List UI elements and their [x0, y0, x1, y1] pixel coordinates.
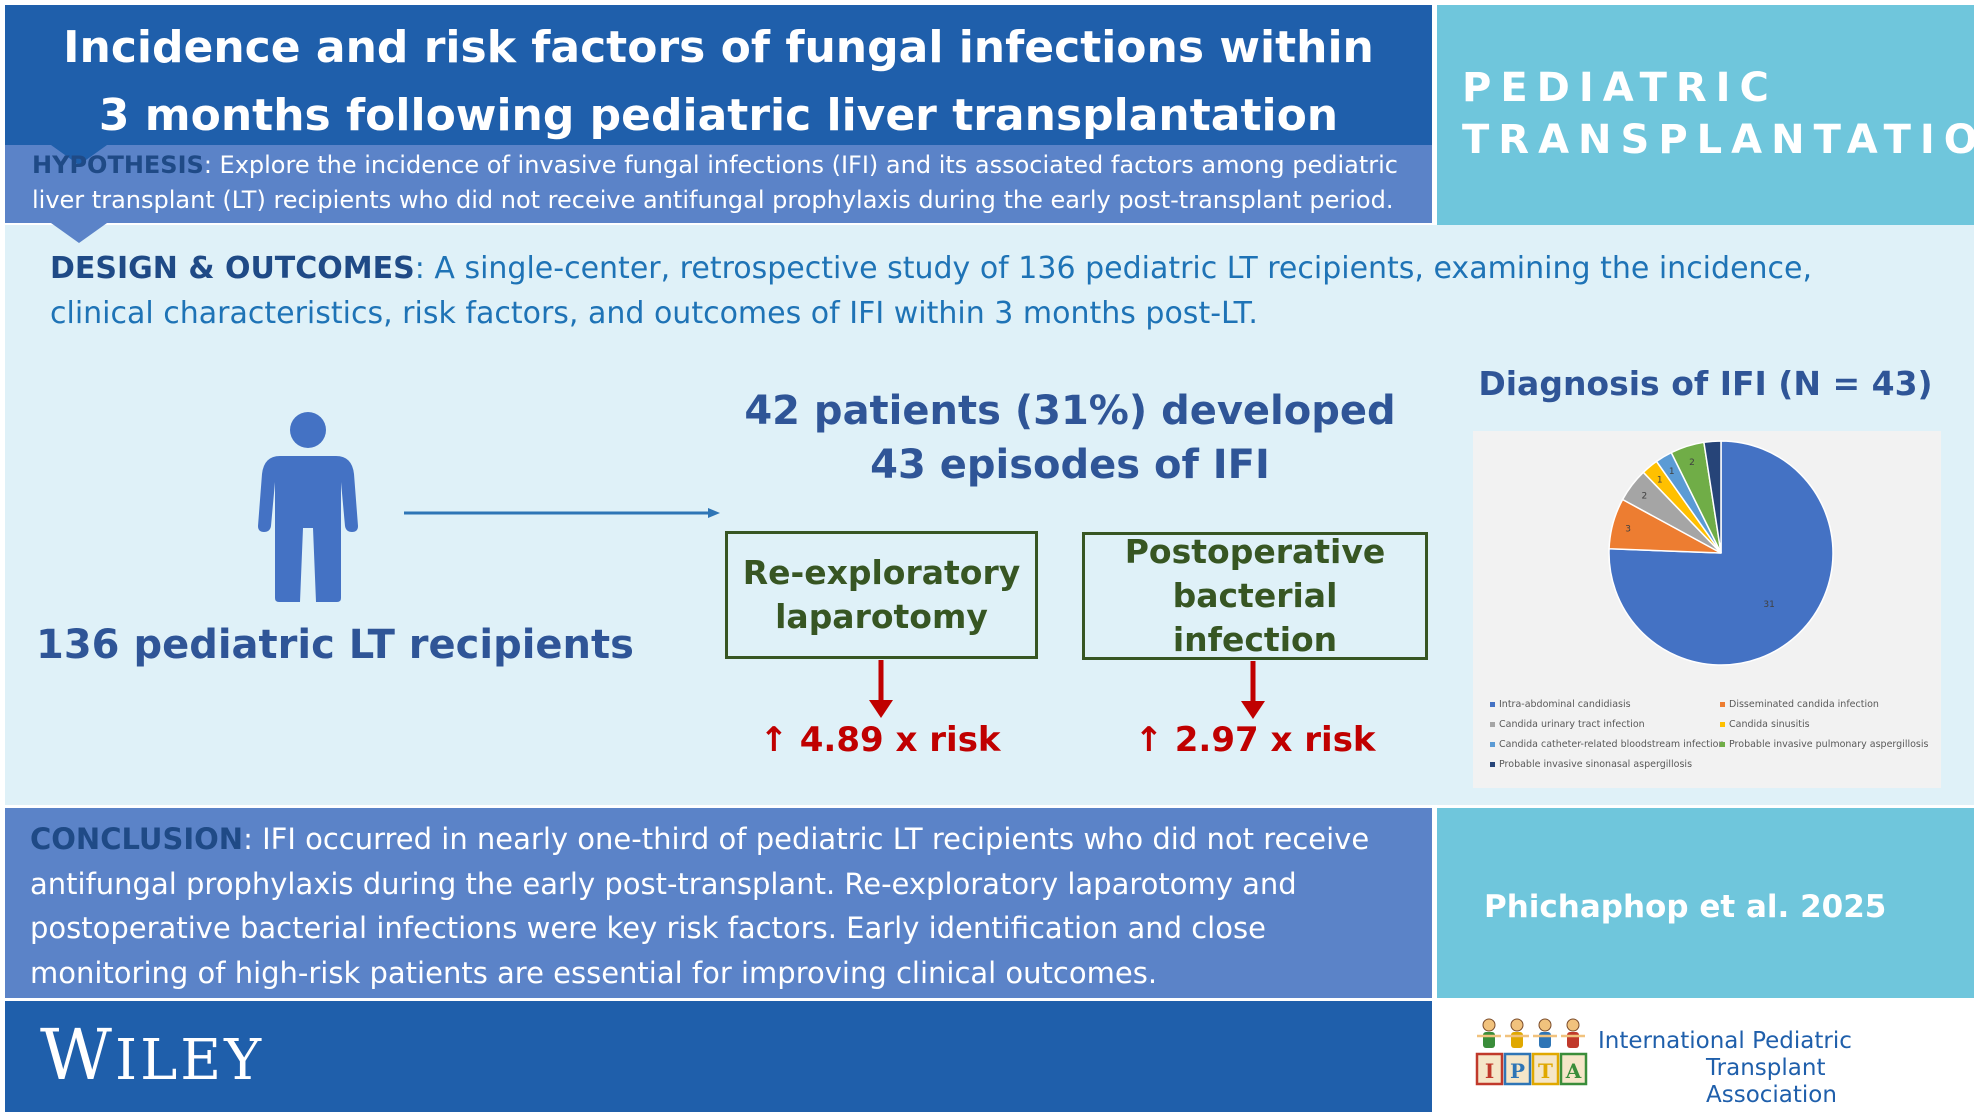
- legend-item: Candida sinusitis: [1720, 715, 1935, 735]
- ipta-block-letter: T: [1538, 1059, 1553, 1083]
- design-label: DESIGN & OUTCOMES: [50, 251, 415, 286]
- ipta-block-letter: A: [1565, 1059, 1582, 1083]
- conclusion-text: CONCLUSION: IFI occurred in nearly one-t…: [30, 817, 1430, 995]
- publisher-rest: ILEY: [114, 1028, 265, 1093]
- publisher-logo: WILEY: [40, 1014, 264, 1096]
- ipta-block-letter: I: [1485, 1059, 1494, 1083]
- legend-label: Probable invasive pulmonary aspergillosi…: [1729, 739, 1929, 750]
- risk-ratio-bacterial: ↑ 2.97 x risk: [1134, 720, 1376, 760]
- notch-decoration: [51, 223, 107, 243]
- risk-factor-2-line-2: bacterial infection: [1172, 576, 1338, 659]
- journal-panel: [1437, 5, 1974, 225]
- hypothesis-label: HYPOTHESIS: [32, 151, 204, 179]
- ipta-block: A: [1559, 1018, 1588, 1086]
- risk-factor-box-laparotomy: Re-exploratory laparotomy: [725, 531, 1038, 659]
- journal-line-1: PEDIATRIC: [1462, 65, 1778, 111]
- conclusion-body: : IFI occurred in nearly one-third of pe…: [30, 822, 1370, 990]
- legend-item: Candida urinary tract infection: [1490, 715, 1720, 735]
- legend-item: Disseminated candida infection: [1720, 695, 1935, 715]
- legend-swatch: [1490, 762, 1495, 767]
- legend-swatch: [1490, 702, 1495, 707]
- legend-swatch: [1490, 722, 1495, 727]
- pie-data-label-4: 1: [1669, 467, 1675, 477]
- legend-label: Candida sinusitis: [1729, 719, 1810, 730]
- ipta-name: International Pediatric Transplant Assoc…: [1598, 1028, 1948, 1109]
- legend-item: Probable invasive sinonasal aspergillosi…: [1490, 755, 1720, 775]
- legend-item: Intra-abdominal candidiasis: [1490, 695, 1720, 715]
- legend-label: Probable invasive sinonasal aspergillosi…: [1499, 759, 1693, 770]
- pie-data-label-0: 31: [1763, 600, 1774, 610]
- risk-factor-box-bacterial: Postoperative bacterial infection: [1082, 532, 1428, 660]
- design-outcomes-text: DESIGN & OUTCOMES: A single-center, retr…: [50, 246, 1920, 336]
- publisher-panel: [5, 1001, 1432, 1112]
- pie-data-label-5: 2: [1689, 458, 1695, 468]
- author-citation: Phichaphop et al. 2025: [1484, 889, 1887, 925]
- journal-line-2: TRANSPLANTATION: [1462, 117, 1979, 163]
- pie-data-label-1: 3: [1625, 524, 1631, 534]
- author-panel: [1437, 808, 1974, 998]
- person-icon: [258, 412, 358, 602]
- arrow-right-icon: [404, 508, 720, 518]
- pie-data-label-3: 1: [1657, 476, 1663, 486]
- ifi-result: 42 patients (31%) developed 43 episodes …: [720, 384, 1420, 492]
- design-body: : A single-center, retrospective study o…: [50, 251, 1813, 331]
- chart-title: Diagnosis of IFI (N = 43): [1478, 364, 1933, 403]
- pie-slice-6: [1703, 440, 1722, 554]
- ipta-block-letter: P: [1510, 1059, 1525, 1083]
- hypothesis-bar: [5, 145, 1432, 223]
- publisher-initial: W: [40, 1014, 115, 1096]
- legend-swatch: [1720, 722, 1725, 727]
- legend-label: Disseminated candida infection: [1729, 699, 1879, 710]
- hypothesis-body: : Explore the incidence of invasive fung…: [32, 151, 1398, 214]
- legend-label: Intra-abdominal candidiasis: [1499, 699, 1631, 710]
- ipta-block: P: [1503, 1018, 1532, 1086]
- arrow-down-icon: [1241, 661, 1265, 719]
- legend-label: Candida catheter-related bloodstream inf…: [1499, 739, 1725, 750]
- legend-swatch: [1720, 702, 1725, 707]
- legend-item: Probable invasive pulmonary aspergillosi…: [1720, 735, 1935, 755]
- title-line-1: Incidence and risk factors of fungal inf…: [63, 22, 1374, 73]
- ipta-block: T: [1531, 1018, 1560, 1086]
- risk-factor-2-line-1: Postoperative: [1124, 532, 1386, 571]
- title-line-2: 3 months following pediatric liver trans…: [98, 90, 1339, 141]
- ipta-block: I: [1475, 1018, 1504, 1086]
- page-title: Incidence and risk factors of fungal inf…: [5, 14, 1432, 150]
- ipta-line-1: International Pediatric: [1598, 1028, 1852, 1054]
- risk-ratio-laparotomy: ↑ 4.89 x risk: [759, 720, 1001, 760]
- recipients-count: 136 pediatric LT recipients: [36, 622, 634, 668]
- title-banner: [5, 5, 1432, 145]
- hypothesis-text: HYPOTHESIS: Explore the incidence of inv…: [32, 148, 1427, 218]
- conclusion-label: CONCLUSION: [30, 822, 244, 856]
- legend-swatch: [1720, 742, 1725, 747]
- legend-item: Candida catheter-related bloodstream inf…: [1490, 735, 1724, 755]
- ifi-result-line-1: 42 patients (31%) developed: [744, 388, 1396, 434]
- legend-label: Candida urinary tract infection: [1499, 719, 1645, 730]
- arrow-down-icon: [869, 660, 893, 718]
- journal-name: PEDIATRIC TRANSPLANTATION: [1462, 62, 1979, 166]
- pie-data-label-2: 2: [1642, 492, 1648, 502]
- ipta-line-2: Transplant Association: [1706, 1055, 1837, 1108]
- legend-swatch: [1490, 742, 1495, 747]
- conclusion-panel: [5, 808, 1432, 998]
- ifi-result-line-2: 43 episodes of IFI: [870, 442, 1270, 488]
- risk-factor-1-line-1: Re-exploratory: [742, 553, 1021, 592]
- risk-factor-1-line-2: laparotomy: [775, 597, 988, 636]
- notch-decoration: [51, 145, 107, 165]
- chart-legend: Intra-abdominal candidiasis Disseminated …: [1490, 695, 1940, 775]
